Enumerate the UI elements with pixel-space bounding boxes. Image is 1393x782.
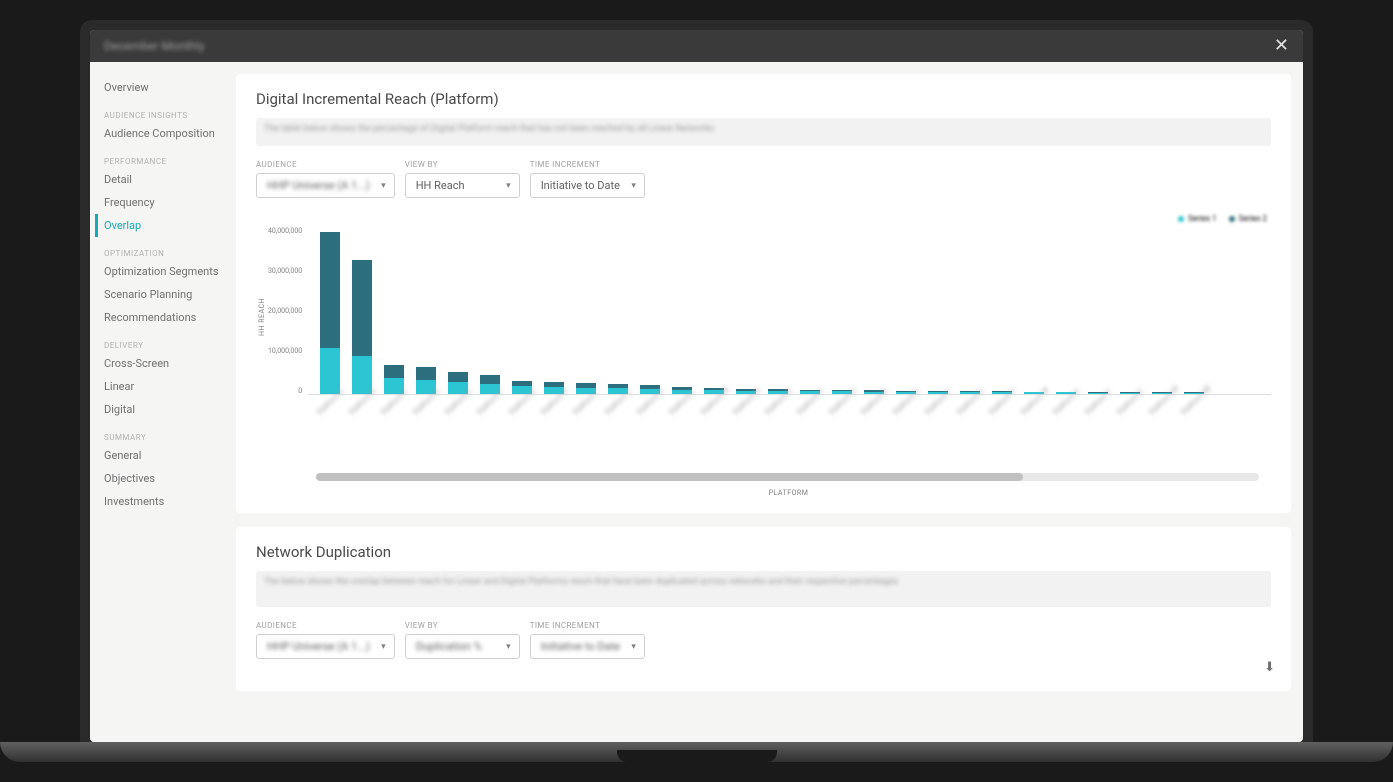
sidebar-item-overlap[interactable]: Overlap — [95, 214, 230, 237]
viewby-select-value: HH Reach — [416, 179, 465, 192]
sidebar: Overview AUDIENCE INSIGHTS Audience Comp… — [90, 62, 230, 742]
sidebar-item-recommendations[interactable]: Recommendations — [104, 306, 230, 329]
main-content: Digital Incremental Reach (Platform) The… — [230, 62, 1303, 742]
chevron-down-icon: ▾ — [631, 642, 636, 652]
panel-network-duplication: Network Duplication The below shows the … — [236, 527, 1291, 691]
viewby-select[interactable]: HH Reach ▾ — [405, 173, 520, 198]
legend-item-2: Series 2 — [1229, 214, 1268, 223]
filter-time: TIME INCREMENT Initiative to Date ▾ — [530, 621, 645, 659]
filter-bar: AUDIENCE HHP Universe (A 1...) ▾ VIEW BY… — [256, 621, 1271, 659]
filter-label-audience: AUDIENCE — [256, 621, 395, 630]
audience-select-value: HHP Universe (A 1...) — [267, 640, 370, 653]
sidebar-item-objectives[interactable]: Objectives — [104, 467, 230, 490]
sidebar-item-general[interactable]: General — [104, 444, 230, 467]
chevron-down-icon: ▾ — [381, 642, 386, 652]
time-select-value: Initiative to Date — [541, 640, 620, 653]
legend-label-1: Series 1 — [1188, 214, 1217, 223]
panel-description-text: The below shows the overlap between reac… — [264, 577, 898, 587]
sidebar-item-linear[interactable]: Linear — [104, 375, 230, 398]
x-axis-label: PLATFORM — [256, 489, 1271, 497]
titlebar: December Monthly ✕ — [90, 30, 1303, 62]
filter-label-viewby: VIEW BY — [405, 621, 520, 630]
bar[interactable] — [320, 232, 340, 394]
chevron-down-icon: ▾ — [506, 642, 511, 652]
window-title: December Monthly — [104, 39, 205, 53]
y-axis-label: HH REACH — [256, 227, 268, 407]
filter-viewby: VIEW BY Duplication % ▾ — [405, 621, 520, 659]
panel-description: The table below shows the percentage of … — [256, 118, 1271, 146]
chart-legend: Series 1 Series 2 — [256, 214, 1271, 223]
chevron-down-icon: ▾ — [381, 181, 386, 191]
panel-title: Digital Incremental Reach (Platform) — [256, 90, 1271, 108]
y-tick: 10,000,000 — [268, 347, 302, 355]
sidebar-item-detail[interactable]: Detail — [104, 168, 230, 191]
filter-label-time: TIME INCREMENT — [530, 160, 645, 169]
sidebar-section-audience-insights: AUDIENCE INSIGHTS — [104, 111, 230, 120]
bar-segment-top — [352, 260, 372, 357]
audience-select[interactable]: HHP Universe (A 1...) ▾ — [256, 634, 395, 659]
bar-segment-top — [384, 365, 404, 378]
y-tick: 30,000,000 — [268, 267, 302, 275]
sidebar-section-performance: PERFORMANCE — [104, 157, 230, 166]
audience-select-value: HHP Universe (A 1...) — [267, 179, 370, 192]
sidebar-item-audience-composition[interactable]: Audience Composition — [104, 122, 230, 145]
sidebar-item-digital[interactable]: Digital — [104, 398, 230, 421]
close-icon[interactable]: ✕ — [1274, 37, 1289, 55]
sidebar-item-cross-screen[interactable]: Cross-Screen — [104, 352, 230, 375]
legend-item-1: Series 1 — [1178, 214, 1217, 223]
y-tick: 0 — [268, 387, 302, 395]
bar-segment-top — [416, 367, 436, 380]
bar[interactable] — [352, 260, 372, 394]
legend-swatch-icon — [1229, 216, 1235, 222]
viewby-select-value: Duplication % — [416, 640, 482, 653]
x-axis-labels: Platform APlatform BPlatform CPlatform D… — [256, 407, 1271, 467]
filter-label-time: TIME INCREMENT — [530, 621, 645, 630]
bars-container — [308, 227, 1271, 395]
filter-audience: AUDIENCE HHP Universe (A 1...) ▾ — [256, 621, 395, 659]
time-select-value: Initiative to Date — [541, 179, 620, 192]
app-screen: December Monthly ✕ Overview AUDIENCE INS… — [90, 30, 1303, 742]
laptop-frame: December Monthly ✕ Overview AUDIENCE INS… — [80, 20, 1313, 742]
bar-segment-top — [320, 232, 340, 348]
y-tick: 40,000,000 — [268, 227, 302, 235]
filter-viewby: VIEW BY HH Reach ▾ — [405, 160, 520, 198]
sidebar-section-summary: SUMMARY — [104, 433, 230, 442]
bar-segment-top — [448, 372, 468, 382]
legend-label-2: Series 2 — [1239, 214, 1268, 223]
filter-label-audience: AUDIENCE — [256, 160, 395, 169]
download-icon[interactable]: ⬇ — [1264, 660, 1275, 675]
filter-audience: AUDIENCE HHP Universe (A 1...) ▾ — [256, 160, 395, 198]
scrollbar-thumb[interactable] — [316, 473, 1023, 481]
viewby-select[interactable]: Duplication % ▾ — [405, 634, 520, 659]
legend-swatch-icon — [1178, 216, 1184, 222]
panel-digital-incremental-reach: Digital Incremental Reach (Platform) The… — [236, 74, 1291, 513]
filter-bar: AUDIENCE HHP Universe (A 1...) ▾ VIEW BY… — [256, 160, 1271, 198]
y-axis-ticks: 40,000,000 30,000,000 20,000,000 10,000,000… — [268, 227, 308, 395]
filter-time: TIME INCREMENT Initiative to Date ▾ — [530, 160, 645, 198]
panel-description: The below shows the overlap between reac… — [256, 571, 1271, 607]
sidebar-item-investments[interactable]: Investments — [104, 490, 230, 513]
sidebar-section-optimization: OPTIMIZATION — [104, 249, 230, 258]
panel-title: Network Duplication — [256, 543, 1271, 561]
sidebar-section-delivery: DELIVERY — [104, 341, 230, 350]
panel-description-text: The table below shows the percentage of … — [264, 124, 714, 134]
time-select[interactable]: Initiative to Date ▾ — [530, 634, 645, 659]
sidebar-item-scenario-planning[interactable]: Scenario Planning — [104, 283, 230, 306]
chart-body: HH REACH 40,000,000 30,000,000 20,000,000 1… — [256, 227, 1271, 407]
bar-segment-top — [480, 375, 500, 383]
y-tick: 20,000,000 — [268, 307, 302, 315]
chevron-down-icon: ▾ — [506, 181, 511, 191]
audience-select[interactable]: HHP Universe (A 1...) ▾ — [256, 173, 395, 198]
chart-scrollbar[interactable] — [316, 473, 1259, 481]
sidebar-item-frequency[interactable]: Frequency — [104, 191, 230, 214]
chart-area: Series 1 Series 2 HH REACH 40,000,000 30,… — [256, 214, 1271, 497]
laptop-notch — [617, 750, 777, 762]
content-area: Overview AUDIENCE INSIGHTS Audience Comp… — [90, 62, 1303, 742]
time-select[interactable]: Initiative to Date ▾ — [530, 173, 645, 198]
sidebar-item-optimization-segments[interactable]: Optimization Segments — [104, 260, 230, 283]
sidebar-item-overview[interactable]: Overview — [104, 76, 230, 99]
chevron-down-icon: ▾ — [631, 181, 636, 191]
filter-label-viewby: VIEW BY — [405, 160, 520, 169]
bar-segment-bottom — [320, 348, 340, 394]
